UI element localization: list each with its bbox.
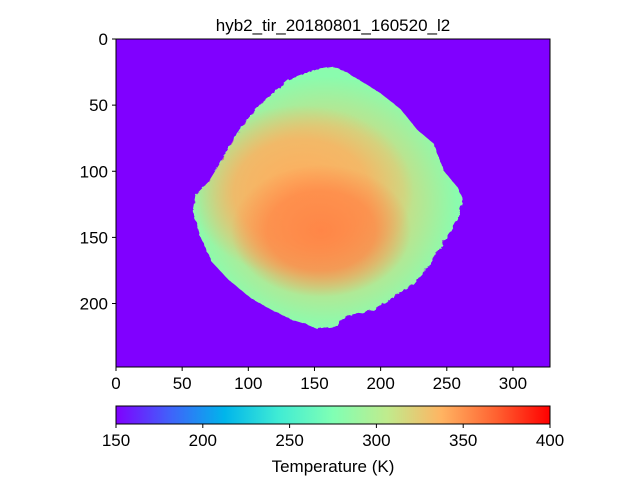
x-tick-label: 300: [499, 374, 527, 393]
plot-frame: [115, 38, 551, 368]
colorbar-frame: [115, 405, 551, 425]
colorbar-tick-label: 150: [102, 431, 130, 450]
y-tick-label: 150: [80, 228, 108, 247]
y-tick-label: 0: [99, 30, 108, 49]
colorbar-tick-label: 350: [449, 431, 477, 450]
colorbar-tick-label: 250: [275, 431, 303, 450]
y-tick-label: 200: [80, 295, 108, 314]
x-tick-label: 250: [433, 374, 461, 393]
x-tick-label: 0: [111, 374, 120, 393]
colorbar-tick-label: 300: [362, 431, 390, 450]
temperature-region: [231, 164, 412, 297]
y-tick-label: 100: [80, 162, 108, 181]
y-tick-label: 50: [89, 96, 108, 115]
x-tick-label: 200: [366, 374, 394, 393]
x-tick-label: 100: [234, 374, 262, 393]
colorbar-gradient: [116, 406, 550, 424]
y-axis: 0 50 100 150 200: [80, 30, 116, 314]
x-tick-label: 150: [300, 374, 328, 393]
colorbar-tick-label: 400: [536, 431, 564, 450]
chart-title: hyb2_tir_20180801_160520_l2: [216, 16, 450, 35]
colorbar-label: Temperature (K): [272, 457, 395, 476]
colorbar: 150 200 250 300 350 400 Temperature (K): [102, 405, 564, 476]
heatmap-plot-area: [115, 38, 551, 368]
colorbar-ticks: 150 200 250 300 350 400: [102, 424, 564, 450]
asteroid-surface: [192, 76, 458, 328]
x-axis: 0 50 100 150 200 250 300: [111, 367, 527, 393]
x-tick-label: 50: [173, 374, 192, 393]
colorbar-tick-label: 200: [189, 431, 217, 450]
asteroid-thermal-image: [192, 66, 463, 329]
